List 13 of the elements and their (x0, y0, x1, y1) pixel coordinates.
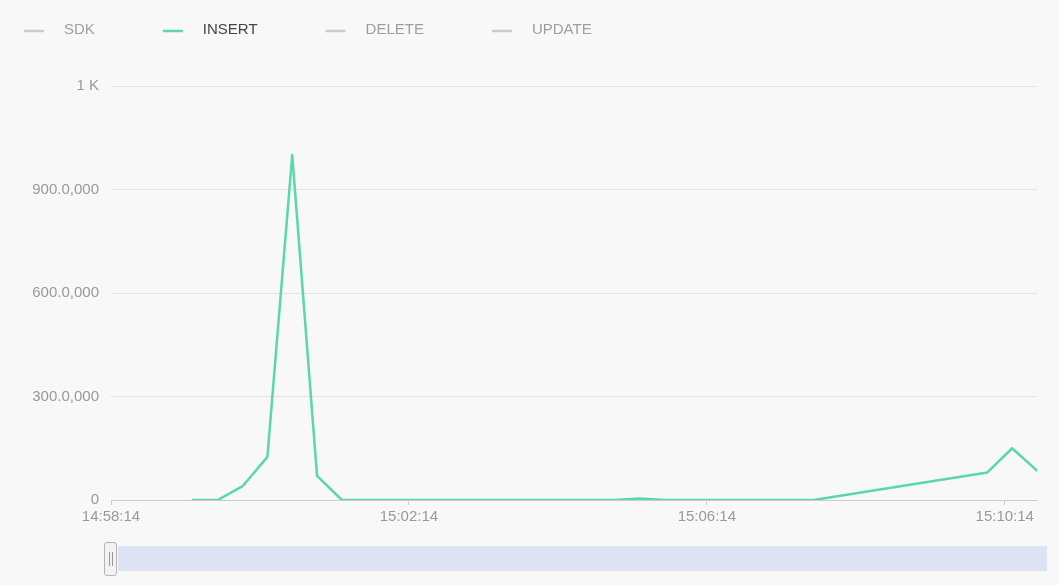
y-tick-label: 300.0,000 (32, 386, 99, 404)
x-tick-label: 15:10:14 (975, 507, 1034, 525)
y-tick-label: 600.0,000 (32, 283, 99, 301)
legend-label: INSERT (202, 20, 258, 38)
legend-label: UPDATE (531, 20, 592, 38)
y-tick-label: 900.0,000 (32, 179, 99, 197)
legend-label: SDK (64, 20, 95, 38)
x-tick-label: 15:06:14 (677, 507, 737, 525)
legend-label: DELETE (365, 20, 424, 38)
y-tick-label: 1 K (76, 76, 99, 94)
x-tick-label: 14:58:14 (81, 507, 141, 525)
x-tick-label: 15:02:14 (379, 507, 439, 525)
y-tick-label: 0 (90, 490, 99, 508)
